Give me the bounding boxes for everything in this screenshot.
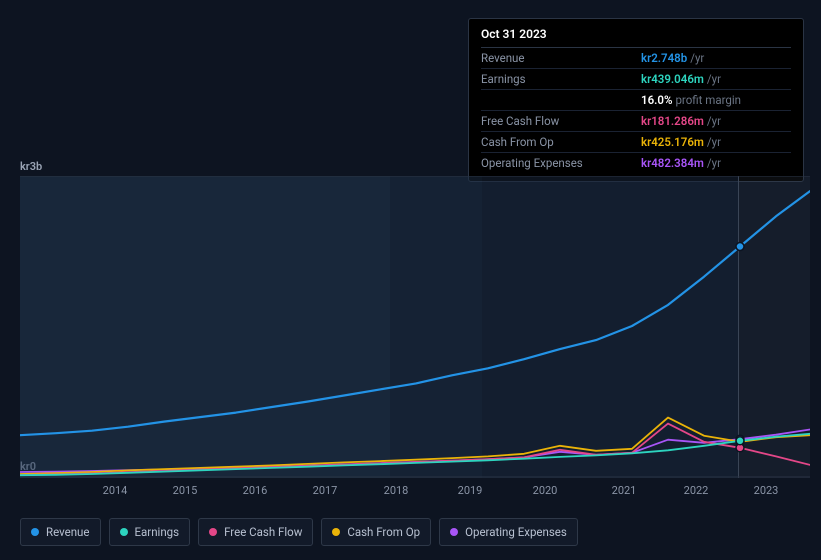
tooltip-row-label: Free Cash Flow xyxy=(481,114,559,128)
tooltip-row: 16.0%profit margin xyxy=(481,90,791,111)
legend-item-earnings[interactable]: Earnings xyxy=(109,518,191,546)
tooltip-row-value: kr2.748b xyxy=(641,51,687,65)
xaxis-label: 2014 xyxy=(103,484,128,497)
xaxis-label: 2016 xyxy=(243,484,268,497)
legend-dot-icon xyxy=(120,528,128,536)
tooltip-row-value: kr439.046m xyxy=(641,72,704,86)
legend-label: Operating Expenses xyxy=(465,525,567,539)
tooltip-row-unit: /yr xyxy=(707,72,721,86)
tooltip-row-value: kr482.384m xyxy=(641,156,704,170)
tooltip-row: Cash From Op kr425.176m/yr xyxy=(481,132,791,153)
tooltip-row-unit: /yr xyxy=(707,156,721,170)
xaxis-label: 2018 xyxy=(384,484,409,497)
legend-item-revenue[interactable]: Revenue xyxy=(20,518,101,546)
tooltip-date: Oct 31 2023 xyxy=(481,27,791,48)
legend-item-operating-expenses[interactable]: Operating Expenses xyxy=(439,518,578,546)
tooltip-row-value: kr425.176m xyxy=(641,135,704,149)
legend-label: Revenue xyxy=(46,525,90,539)
tooltip-row-label: Operating Expenses xyxy=(481,156,583,170)
tooltip-row-value: 16.0% xyxy=(641,93,672,107)
yaxis-label-top: kr3b xyxy=(20,160,42,173)
xaxis: 2014 2015 2016 2017 2018 2019 2020 2021 2022 2023 xyxy=(20,484,810,504)
xaxis-label: 2022 xyxy=(684,484,709,497)
tooltip-row: Operating Expenses kr482.384m/yr xyxy=(481,153,791,173)
tooltip-row-value: kr181.286m xyxy=(641,114,704,128)
tooltip-row-unit: /yr xyxy=(707,135,721,149)
legend-dot-icon xyxy=(450,528,458,536)
legend-label: Earnings xyxy=(135,525,180,539)
line-chart xyxy=(20,176,810,478)
tooltip-row-label: Revenue xyxy=(481,51,525,65)
tooltip-row: Free Cash Flow kr181.286m/yr xyxy=(481,111,791,132)
tooltip-row-unit: /yr xyxy=(690,51,704,65)
tooltip-row-label: Cash From Op xyxy=(481,135,554,149)
legend-dot-icon xyxy=(31,528,39,536)
xaxis-label: 2021 xyxy=(612,484,637,497)
legend-label: Free Cash Flow xyxy=(224,525,302,539)
legend-item-free-cash-flow[interactable]: Free Cash Flow xyxy=(198,518,313,546)
tooltip-row-unit: /yr xyxy=(707,114,721,128)
tooltip-row-label: Earnings xyxy=(481,72,526,86)
tooltip-row-unit: profit margin xyxy=(675,93,741,107)
legend-item-cash-from-op[interactable]: Cash From Op xyxy=(321,518,431,546)
cursor-dot xyxy=(736,437,744,445)
legend-dot-icon xyxy=(209,528,217,536)
xaxis-label: 2020 xyxy=(533,484,558,497)
chart-tooltip: Oct 31 2023 Revenue kr2.748b/yr Earnings kr… xyxy=(468,18,804,182)
xaxis-label: 2019 xyxy=(458,484,483,497)
tooltip-row: Earnings kr439.046m/yr xyxy=(481,69,791,90)
xaxis-label: 2017 xyxy=(313,484,338,497)
chart-legend: Revenue Earnings Free Cash Flow Cash From O… xyxy=(20,518,578,546)
cursor-dot xyxy=(736,243,744,251)
tooltip-row: Revenue kr2.748b/yr xyxy=(481,48,791,69)
xaxis-label: 2015 xyxy=(173,484,198,497)
legend-dot-icon xyxy=(332,528,340,536)
legend-label: Cash From Op xyxy=(347,525,420,539)
xaxis-label: 2023 xyxy=(754,484,779,497)
